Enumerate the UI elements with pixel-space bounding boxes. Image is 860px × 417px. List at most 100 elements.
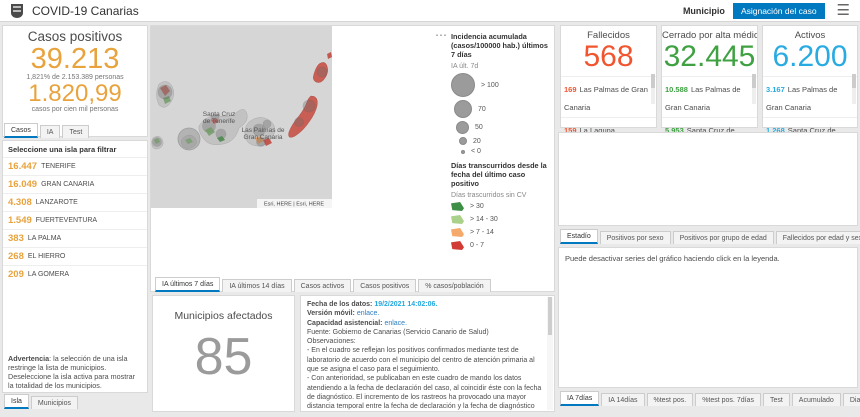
capacity-line: Capacidad asistencial: enlace. [307,319,408,327]
list-item-tenerife[interactable]: 16.447 TENERIFE [3,157,147,175]
tab-casos-positivos[interactable]: Casos positivos [353,279,417,292]
legend-title-days: Días transcurridos desde la fecha del úl… [451,161,547,188]
info-scrollbar[interactable] [547,297,553,410]
tab-casos-poblacion[interactable]: % casos/población [418,279,491,292]
observations-label: Observaciones: [307,338,356,346]
tab-casos-activos[interactable]: Casos activos [293,279,352,292]
table-row[interactable]: 10.588 Las Palmas de Gran Canaria [662,76,757,117]
island-filter-header: Seleccione una isla para filtrar [8,145,117,154]
chart-panel-empty [558,132,858,226]
map-attribution: Esri, HERE | Esri, HERE [264,202,324,208]
map-label-tenerife-line2: de Tenerife [203,118,235,125]
table-row[interactable]: 169 Las Palmas de Gran Canaria [561,76,656,117]
legend-circle-row: 20 [451,137,551,145]
activos-title: Activos [794,30,826,41]
mobile-version-link[interactable]: enlace. [356,310,380,318]
map-tabbar: IA últimos 7 días IA últimos 14 días Cas… [155,277,491,292]
tab-casos[interactable]: Casos [4,123,38,138]
activos-panel: Activos 6.200 3.167 Las Palmas de Gran Ca… [762,25,858,176]
chart-tabbar: Estadío Positivos por sexo Positivos por… [560,229,860,244]
municipio-label: Municipio [682,5,725,16]
hamburger-menu-icon[interactable]: ☰ [836,1,850,19]
fallecidos-title: Fallecidos [587,30,630,41]
map-label-gran-canaria-line2: Gran Canaria [243,134,282,141]
tab-fallecidos-por-edad-sexo[interactable]: Fallecidos por edad y sexo [775,231,860,244]
tab-diario[interactable]: Diario [842,393,860,406]
list-item-la-gomera[interactable]: 209 LA GOMERA [3,265,147,283]
source-line: Fuente: Gobierno de Canarias (Servicio C… [307,328,489,336]
tab-acumulado[interactable]: Acumulado [791,393,841,406]
page-title: COVID-19 Canarias [32,3,139,18]
swatch-red [451,241,464,250]
table-row[interactable]: 3.167 Las Palmas de Gran Canaria [763,76,857,117]
list-item-fuerteventura[interactable]: 1.549 FUERTEVENTURA [3,211,147,229]
legend-title-incidence: Incidencia acumulada (casos/100000 hab.)… [451,32,548,59]
canary-islands-map[interactable]: Santa Cruz de Tenerife Las Palmas de Gra… [151,26,332,208]
observation-item: - Con anterioridad, se publicaban en est… [307,375,542,411]
list-item-lanzarote[interactable]: 4.308 LANZAROTE [3,193,147,211]
stat-scrollbar[interactable] [852,74,856,104]
casos-positivos-total: 39.213 [30,43,120,75]
tab-ia-14dias[interactable]: IA 14días [601,393,645,406]
tab-ia-7dias[interactable]: IA 7días [560,391,600,406]
app-header: COVID-19 Canarias Municipio Asignación d… [0,0,860,22]
series-tabbar: IA 7días IA 14días %test pos. %test pos.… [560,391,860,406]
island-filter-panel: Seleccione una isla para filtrar 16.447 … [2,140,148,393]
tab-test[interactable]: Test [762,393,790,406]
casos-positivos-subtitle: 1,821% de 2.153.389 personas [26,74,124,81]
list-item-el-hierro[interactable]: 268 EL HIERRO [3,247,147,265]
island-warning: Advertencia: la selección de una isla re… [8,354,136,390]
tab-isla[interactable]: Isla [4,394,29,409]
tab-test-pos-7dias[interactable]: %test pos. 7días [695,393,761,406]
legend-swatch-row: > 14 - 30 [451,215,551,224]
casos-positivos-panel: Casos positivos 39.213 1,821% de 2.153.3… [2,25,148,137]
data-info-panel: Fecha de los datos: 19/2/2021 14:02:06. … [300,295,555,412]
map-overflow-menu-icon[interactable]: ⋯ [435,28,447,42]
casos-tabbar: Casos IA Test [4,123,90,138]
legend-swatch-row: 0 - 7 [451,241,551,250]
swatch-dark-green [451,202,464,211]
swatch-orange [451,228,464,237]
cerrado-alta-panel: Cerrado por alta médica 32.445 10.588 Las… [661,25,758,176]
observation-item: - En el cuadro se reflejan los positivos… [307,347,535,374]
map-label-gran-canaria-line1: Las Palmas de [242,127,285,134]
casos-rate-value: 1.820,99 [28,80,122,107]
list-item-la-palma[interactable]: 383 LA PALMA [3,229,147,247]
asignacion-del-caso-button[interactable]: Asignación del caso [732,2,825,19]
tab-ia-ultimos-7-dias[interactable]: IA últimos 7 días [155,277,221,292]
legend-circle-row: 50 [451,121,551,134]
legend-circle-row: 70 [451,100,551,118]
gobierno-canarias-logo [11,3,23,18]
chart-hint-text: Puede desactivar series del gráfico haci… [565,254,780,263]
capacity-link[interactable]: enlace. [384,319,408,327]
tab-test[interactable]: Test [62,125,90,138]
legend-subtitle-days: Días trascurridos sin CV [451,192,527,199]
tab-estadio[interactable]: Estadío [560,229,598,244]
tab-positivos-por-sexo[interactable]: Positivos por sexo [599,231,671,244]
map-panel: Santa Cruz de Tenerife Las Palmas de Gra… [150,25,555,292]
map-legend: Incidencia acumulada (casos/100000 hab.)… [451,32,551,254]
casos-rate-caption: casos por cien mil personas [31,106,119,113]
data-date-line: Fecha de los datos: 19/2/2021 14:02:06. [307,301,438,308]
municipios-afectados-panel: Municipios afectados 85 [152,295,295,412]
municipios-afectados-title: Municipios afectados [174,310,273,322]
swatch-light-green [451,215,464,224]
map-label-tenerife-line1: Santa Cruz [203,111,236,118]
cerrado-alta-value: 32.445 [663,40,756,73]
tab-ia-ultimos-14-dias[interactable]: IA últimos 14 días [222,279,292,292]
tab-test-pos[interactable]: %test pos. [646,393,694,406]
list-item-gran-canaria[interactable]: 16.049 GRAN CANARIA [3,175,147,193]
table-row[interactable]: 159 La Laguna [561,117,656,140]
legend-subtitle-ia7: IA últ. 7d [451,63,479,70]
tab-municipios[interactable]: Municipios [30,396,78,409]
legend-circle-row: < 0 [451,148,551,155]
stat-scrollbar[interactable] [752,74,756,104]
stat-scrollbar[interactable] [651,74,655,104]
tab-ia[interactable]: IA [39,125,61,138]
island-tabbar: Isla Municipios [4,394,78,409]
fallecidos-panel: Fallecidos 568 169 Las Palmas de Gran Can… [560,25,657,176]
casos-positivos-title: Casos positivos [27,29,123,44]
mobile-version-line: Versión móvil: enlace. [307,310,380,318]
tab-positivos-por-grupo-edad[interactable]: Positivos por grupo de edad [672,231,774,244]
